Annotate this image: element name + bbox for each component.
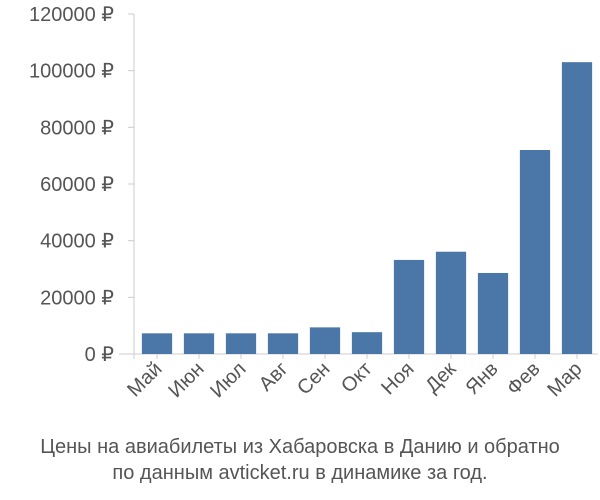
- x-tick-label: Сен: [293, 358, 334, 399]
- x-tick-label: Дек: [421, 358, 460, 397]
- y-tick-label: 120000 ₽: [29, 4, 114, 26]
- x-tick-label: Фев: [503, 358, 545, 400]
- x-tick-label: Июн: [164, 358, 208, 402]
- x-tick-label: Окт: [337, 358, 376, 397]
- bars: [141, 62, 593, 355]
- bar: [141, 333, 173, 354]
- bar: [309, 327, 341, 354]
- x-tick-label: Май: [123, 358, 166, 401]
- x-tick-label: Июл: [206, 358, 250, 402]
- bar: [435, 251, 467, 354]
- x-tick-label: Ноя: [377, 358, 418, 399]
- bar: [183, 333, 215, 354]
- chart-caption-line-2: по данным avticket.ru в динамике за год.: [112, 462, 488, 484]
- bar: [519, 150, 551, 354]
- bar: [561, 62, 593, 355]
- x-tick-label: Янв: [461, 358, 502, 399]
- bar: [477, 272, 509, 354]
- bar: [393, 259, 425, 354]
- bar: [351, 332, 383, 354]
- x-tick-label: Авг: [255, 358, 293, 396]
- y-tick-label: 20000 ₽: [40, 287, 114, 309]
- y-tick-label: 80000 ₽: [40, 117, 114, 139]
- y-tick-label: 40000 ₽: [40, 231, 114, 253]
- y-tick-label: 60000 ₽: [40, 174, 114, 196]
- y-axis: 0 ₽ 20000 ₽ 40000 ₽ 60000 ₽ 80000 ₽ 100000 ₽ 1…: [29, 4, 135, 366]
- bar-chart: 0 ₽ 20000 ₽ 40000 ₽ 60000 ₽ 80000 ₽ 100000 ₽ 1…: [29, 4, 598, 402]
- y-tick-label: 0 ₽: [85, 344, 115, 366]
- bar: [267, 333, 299, 354]
- chart-caption-line-1: Цены на авиабилеты из Хабаровска в Данию…: [40, 436, 560, 458]
- y-tick-label: 100000 ₽: [29, 61, 114, 83]
- bar: [225, 333, 257, 354]
- x-tick-label: Мар: [543, 358, 586, 401]
